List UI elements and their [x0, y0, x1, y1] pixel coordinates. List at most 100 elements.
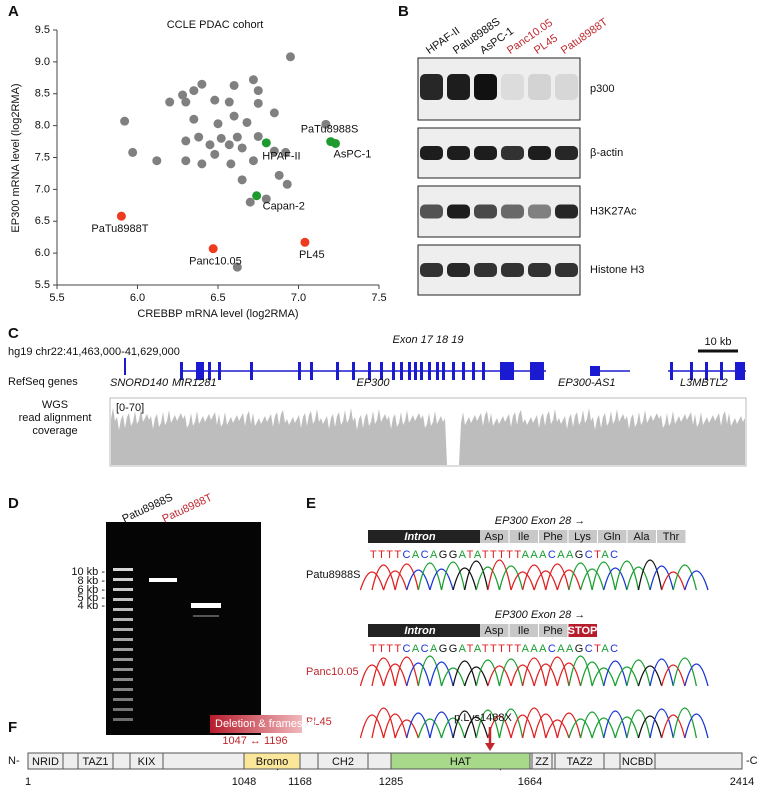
- y-tick-label: 8.0: [35, 120, 50, 132]
- band: [447, 74, 470, 100]
- point: [285, 52, 295, 62]
- point: [224, 140, 234, 150]
- peak: [440, 561, 466, 591]
- intron-label: Intron: [404, 531, 435, 543]
- intron-label: Intron: [404, 625, 435, 637]
- peak: [661, 714, 686, 739]
- position-label: 2414: [730, 776, 754, 788]
- peak: [614, 716, 640, 739]
- peak: [591, 717, 616, 739]
- peak: [579, 568, 605, 591]
- point: [189, 86, 199, 96]
- ladder-label: 8 kb -: [77, 575, 105, 587]
- x-tick-label: 5.5: [49, 292, 64, 304]
- sample-label: Patu8988S: [306, 569, 360, 581]
- peak: [603, 710, 628, 739]
- point: [253, 86, 263, 96]
- codon-label: Phe: [543, 531, 563, 543]
- point: [128, 147, 138, 157]
- deletion-box: [210, 715, 302, 733]
- chart-title: CCLE PDAC cohort: [167, 19, 264, 31]
- ladder-band: [113, 628, 133, 631]
- band: [474, 146, 497, 160]
- peak: [452, 710, 477, 739]
- exon-label: EP300 Exon 28 →: [495, 515, 586, 527]
- band: [501, 146, 524, 160]
- band: [528, 146, 551, 160]
- peak: [672, 657, 698, 687]
- sample-label: Panc10.05: [306, 666, 359, 678]
- x-tick-label: 7.0: [291, 292, 306, 304]
- peak: [672, 564, 698, 591]
- ladder-band: [113, 588, 133, 591]
- point: [248, 156, 258, 166]
- band: [555, 204, 578, 219]
- panel-label: A: [8, 3, 19, 20]
- domain: [129, 752, 164, 770]
- domain: [27, 752, 64, 770]
- point: [232, 262, 242, 272]
- point-label: PL45: [299, 249, 325, 261]
- peak: [556, 662, 582, 687]
- mutation-label: p.Lys1488X: [454, 712, 512, 724]
- ladder-band: [113, 658, 133, 661]
- point: [224, 97, 234, 107]
- exon: [352, 362, 355, 380]
- gene-label: L3MBTL2: [680, 377, 728, 389]
- exon: [420, 362, 423, 380]
- peak: [614, 560, 640, 591]
- peak: [521, 707, 547, 739]
- peak: [359, 571, 385, 591]
- sequence: TTTTCACAGGATATTTTTAAACAAGCTAC: [370, 549, 619, 561]
- track-label: WGS: [42, 399, 68, 411]
- sequence: TTTTCACAGGATATTTTTAAACAAGCTAC: [370, 643, 619, 655]
- point: [178, 90, 188, 100]
- peak: [498, 565, 524, 591]
- domain-label: ZZ: [535, 756, 549, 768]
- point: [252, 191, 262, 201]
- peak: [533, 663, 559, 687]
- peak: [464, 666, 489, 687]
- point: [181, 156, 191, 166]
- point: [208, 244, 218, 254]
- codon-box: [509, 530, 538, 543]
- coverage: [111, 408, 745, 465]
- track-label: read alignment: [19, 412, 92, 424]
- ladder-band: [113, 568, 133, 571]
- point-label: Panc10.05: [189, 256, 242, 268]
- codon-label: Ile: [518, 625, 530, 637]
- blot-frame: [417, 57, 581, 121]
- exon: [208, 362, 211, 380]
- blot-frame: [417, 127, 581, 179]
- codon-box: [509, 624, 538, 637]
- codon-label: Asp: [485, 625, 504, 637]
- point: [261, 194, 271, 204]
- band: [555, 146, 578, 160]
- ladder-band: [113, 638, 133, 641]
- peak: [684, 713, 709, 739]
- codon-label: Gln: [603, 531, 620, 543]
- exon: [218, 362, 221, 380]
- point: [253, 131, 263, 141]
- ladder-band: [113, 608, 133, 611]
- domain-label: KIX: [138, 756, 156, 768]
- peak: [637, 559, 663, 591]
- exon-label: Exon 17 18 19: [393, 334, 464, 346]
- y-tick-label: 9.5: [35, 24, 50, 36]
- peak: [359, 664, 385, 687]
- gene-label: EP300: [356, 377, 390, 389]
- ladder-band: [113, 708, 133, 711]
- peak: [556, 569, 582, 591]
- track-label: coverage: [32, 425, 77, 437]
- deletion-range: 1047 ↔ 1196: [222, 735, 287, 747]
- blot-frame: [417, 244, 581, 296]
- peak: [417, 562, 443, 591]
- band: [474, 263, 497, 277]
- codon-box: [627, 530, 656, 543]
- point: [237, 175, 247, 185]
- peak: [394, 656, 419, 687]
- track-frame: [109, 397, 747, 467]
- peak: [510, 571, 535, 591]
- peak: [603, 660, 628, 687]
- exon: [368, 362, 371, 380]
